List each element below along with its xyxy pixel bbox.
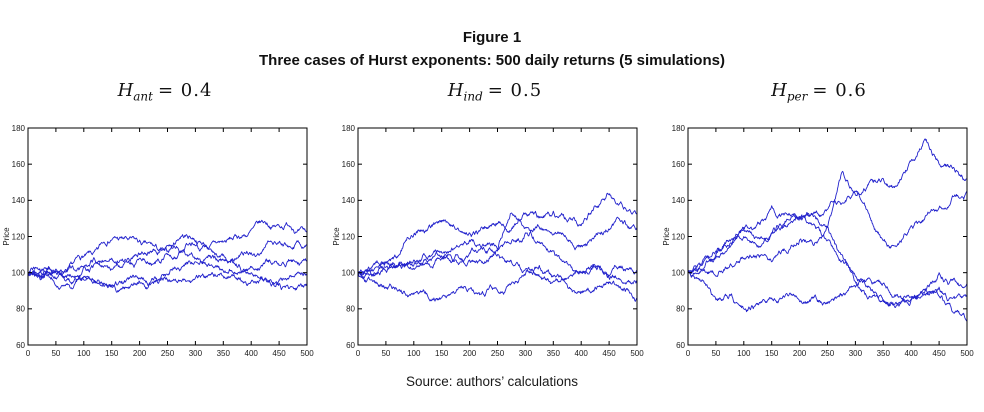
svg-text:250: 250 [161, 349, 175, 358]
svg-text:500: 500 [630, 349, 644, 358]
figure-label: Figure 1 [462, 29, 522, 46]
panel-title-hant: Hant = 0.4 [0, 80, 330, 104]
svg-text:500: 500 [960, 349, 974, 358]
svg-text:100: 100 [407, 349, 421, 358]
svg-text:150: 150 [435, 349, 449, 358]
svg-text:450: 450 [602, 349, 616, 358]
source-caption: Source: authors’ calculations [405, 374, 579, 389]
svg-text:400: 400 [905, 349, 919, 358]
svg-text:60: 60 [676, 341, 685, 350]
chart-panel-hind: 0 50 100 150 200 250 300 350 400 450 500 60 80 100 120… [330, 115, 660, 365]
hurst-subscript: per [786, 89, 808, 104]
svg-text:450: 450 [272, 349, 286, 358]
price-paths-chart-hind: 0 50 100 150 200 250 300 350 400 450 500 60 80 100 120… [332, 124, 644, 358]
svg-text:120: 120 [342, 232, 356, 241]
hurst-symbol: H [117, 80, 134, 101]
svg-text:50: 50 [51, 349, 60, 358]
hurst-value: = 0.6 [812, 80, 867, 101]
chart-panel-hant: 0 50 100 150 200 250 300 350 400 450 500 60 80 100 120… [0, 115, 330, 365]
svg-text:100: 100 [12, 268, 26, 277]
chart-panel-hper: 0 50 100 150 200 250 300 350 400 450 500 60 80 100 120… [660, 115, 984, 365]
svg-text:100: 100 [77, 349, 91, 358]
svg-text:400: 400 [245, 349, 259, 358]
svg-text:300: 300 [519, 349, 533, 358]
svg-text:80: 80 [676, 305, 685, 314]
svg-text:300: 300 [189, 349, 203, 358]
svg-text:250: 250 [491, 349, 505, 358]
svg-text:350: 350 [547, 349, 561, 358]
svg-text:120: 120 [12, 232, 26, 241]
svg-text:Price: Price [332, 227, 341, 246]
hurst-symbol: H [771, 80, 787, 101]
svg-text:200: 200 [133, 349, 147, 358]
svg-text:180: 180 [672, 124, 686, 133]
price-paths-chart-hant: 0 50 100 150 200 250 300 350 400 450 500 60 80 100 120… [2, 124, 314, 358]
hurst-symbol: H [447, 80, 464, 101]
svg-text:150: 150 [765, 349, 779, 358]
svg-text:Price: Price [662, 227, 671, 246]
svg-text:180: 180 [342, 124, 356, 133]
svg-text:Price: Price [2, 227, 11, 246]
svg-text:80: 80 [346, 305, 355, 314]
hurst-subscript: ant [133, 89, 153, 104]
svg-text:350: 350 [877, 349, 891, 358]
svg-text:150: 150 [105, 349, 119, 358]
svg-text:80: 80 [16, 305, 25, 314]
svg-text:60: 60 [346, 341, 355, 350]
svg-text:100: 100 [342, 268, 356, 277]
svg-text:200: 200 [793, 349, 807, 358]
svg-text:140: 140 [342, 196, 356, 205]
svg-text:160: 160 [672, 160, 686, 169]
price-paths-chart-hper: 0 50 100 150 200 250 300 350 400 450 500 60 80 100 120… [662, 124, 974, 358]
svg-text:140: 140 [12, 196, 26, 205]
svg-text:100: 100 [672, 268, 686, 277]
svg-text:160: 160 [12, 160, 26, 169]
hurst-value: = 0.5 [487, 80, 543, 101]
svg-text:100: 100 [737, 349, 751, 358]
svg-text:60: 60 [16, 341, 25, 350]
svg-text:0: 0 [26, 349, 31, 358]
panel-title-hper: Hper = 0.6 [654, 80, 984, 104]
svg-text:50: 50 [711, 349, 720, 358]
svg-text:350: 350 [217, 349, 231, 358]
svg-text:50: 50 [381, 349, 390, 358]
svg-text:500: 500 [300, 349, 314, 358]
svg-text:250: 250 [821, 349, 835, 358]
svg-text:300: 300 [849, 349, 863, 358]
panel-title-hind: Hind = 0.5 [330, 80, 660, 104]
svg-text:180: 180 [12, 124, 26, 133]
svg-text:0: 0 [356, 349, 361, 358]
svg-text:120: 120 [672, 232, 686, 241]
hurst-subscript: ind [463, 89, 483, 104]
svg-text:200: 200 [463, 349, 477, 358]
svg-text:0: 0 [686, 349, 691, 358]
figure-title: Three cases of Hurst exponents: 500 dail… [259, 52, 725, 69]
svg-text:400: 400 [575, 349, 589, 358]
svg-text:140: 140 [672, 196, 686, 205]
svg-text:160: 160 [342, 160, 356, 169]
hurst-value: = 0.4 [157, 80, 213, 101]
svg-text:450: 450 [932, 349, 946, 358]
